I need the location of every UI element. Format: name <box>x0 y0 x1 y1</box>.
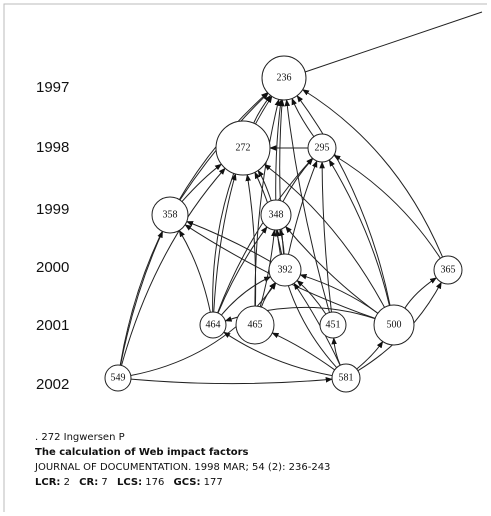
edge <box>296 95 391 306</box>
node <box>199 311 227 339</box>
edge <box>253 94 272 124</box>
edge <box>293 282 341 366</box>
caption-metrics: LCR: 2 CR: 7 LCS: 176 GCS: 177 <box>35 477 223 488</box>
edge <box>356 340 384 370</box>
edge <box>282 157 314 202</box>
edge <box>130 376 333 385</box>
year-label: 2002 <box>36 376 69 393</box>
node <box>433 255 463 285</box>
edge <box>213 173 237 313</box>
edge <box>260 282 276 308</box>
edge <box>299 274 379 314</box>
metric-value: 176 <box>145 477 164 488</box>
metric-label: GCS: <box>174 477 201 488</box>
node <box>268 253 302 287</box>
edge <box>278 228 285 255</box>
year-label: 2001 <box>36 317 69 334</box>
edge <box>257 169 272 201</box>
node-label: 295 <box>315 142 330 153</box>
years: 1997 1998 1999 2000 2001 2002 <box>36 79 69 393</box>
metric-label: LCS: <box>117 477 142 488</box>
frame <box>3 3 487 512</box>
edge <box>331 337 341 366</box>
node <box>215 120 271 176</box>
edge <box>121 167 226 366</box>
metric-value: 7 <box>101 477 107 488</box>
node-label: 365 <box>441 264 456 275</box>
caption-source: JOURNAL OF DOCUMENTATION. 1998 MAR; 54 (… <box>34 462 330 473</box>
edges <box>119 11 483 385</box>
node <box>319 311 347 339</box>
edge <box>328 159 390 306</box>
edge <box>254 98 281 307</box>
edge <box>284 99 330 313</box>
node <box>104 364 132 392</box>
metric-label: CR: <box>79 477 98 488</box>
edge <box>119 230 164 366</box>
nodes: 236 272 295 358 348 392 365 464 465 451 500 549 581 <box>104 55 463 393</box>
node-label: 451 <box>326 319 341 330</box>
node-label: 358 <box>163 209 178 220</box>
edge <box>302 89 444 258</box>
edge <box>287 160 318 255</box>
year-label: 1998 <box>36 139 69 156</box>
node-label: 500 <box>387 319 402 330</box>
year-label: 1999 <box>36 201 69 218</box>
node <box>373 304 415 346</box>
edge <box>285 225 379 314</box>
edge <box>245 173 257 307</box>
node-label: 392 <box>278 264 293 275</box>
node <box>235 305 275 345</box>
node-label: 549 <box>111 372 126 383</box>
edge <box>178 229 211 313</box>
node-label: 348 <box>269 209 284 220</box>
edge <box>274 229 338 368</box>
edge <box>223 331 333 377</box>
edge <box>212 95 273 313</box>
year-label: 2000 <box>36 259 69 276</box>
node <box>151 196 189 234</box>
edge <box>181 163 222 202</box>
edge <box>319 161 332 313</box>
edge <box>130 282 277 377</box>
year-label: 1997 <box>36 79 69 96</box>
edge <box>333 154 441 259</box>
node-label: 272 <box>236 142 251 153</box>
edge <box>291 97 315 137</box>
edge <box>404 277 437 309</box>
node-label: 581 <box>339 372 354 383</box>
edge <box>304 11 483 73</box>
caption-line: . 272 Ingwersen P <box>35 432 125 443</box>
metric-value: 177 <box>204 477 223 488</box>
caption-title: The calculation of Web impact factors <box>35 447 249 458</box>
edge <box>186 221 272 263</box>
node-label: 236 <box>277 72 292 83</box>
node <box>260 199 292 231</box>
metric-value: 2 <box>64 477 70 488</box>
node-label: 464 <box>206 319 221 330</box>
node <box>331 363 361 393</box>
edge <box>271 332 335 371</box>
node-label: 465 <box>248 319 263 330</box>
node <box>261 55 307 101</box>
edge <box>217 226 268 314</box>
node <box>307 133 337 163</box>
edge <box>221 276 272 316</box>
edge <box>263 163 385 308</box>
metric-label: LCR: <box>35 477 60 488</box>
